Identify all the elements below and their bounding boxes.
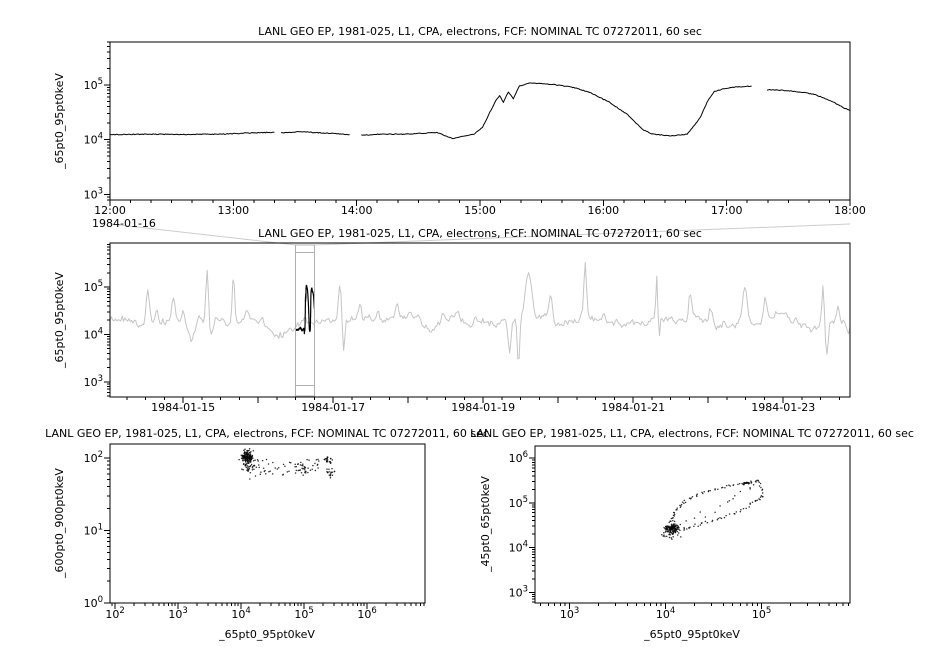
tick-label: 105 xyxy=(509,495,528,510)
x-axis-scatter-600-900-vs-65-95[interactable]: 102 103 104 105 106 xyxy=(105,603,425,621)
y-axis-top-timeseries[interactable]: 103 104 105 xyxy=(84,41,110,202)
top-ylabel: _65pt0_95pt0keV xyxy=(53,73,66,170)
tick-label: 15:00 xyxy=(464,204,496,217)
tick-label: 1984-01-15 xyxy=(151,401,215,414)
tick-label: 100 xyxy=(84,595,103,610)
panel-top-timeseries: 12:00 13:00 14:00 15:00 16:00 17:00 18:0010310… xyxy=(84,41,866,217)
x-axis-top-timeseries[interactable]: 12:00 13:00 14:00 15:00 16:00 17:00 18:00 xyxy=(94,200,866,217)
plot-area-top-timeseries[interactable] xyxy=(110,42,850,200)
plot-area-scatter-45-65-vs-65-95[interactable] xyxy=(535,446,850,603)
series-scatter-600-900-vs-65-95 xyxy=(238,448,336,480)
tick-label: 101 xyxy=(84,522,103,537)
tick-label: 1984-01-21 xyxy=(601,401,665,414)
panel-scatter-600-900-vs-65-95: 102 103 104 105 106 100 101 102 xyxy=(84,443,426,621)
scatter-left-ylabel: _600pt0_900pt0keV xyxy=(53,468,66,579)
panel-scatter-45-65-vs-65-95: 103 104 105 103 104 105 106 xyxy=(509,445,851,621)
tick-label: 104 xyxy=(656,606,675,621)
plot-area-scatter-600-900-vs-65-95[interactable] xyxy=(110,444,425,603)
tick-label: 103 xyxy=(168,606,187,621)
scatter-left-title: LANL GEO EP, 1981-025, L1, CPA, electron… xyxy=(45,427,489,440)
overview-panel-title: LANL GEO EP, 1981-025, L1, CPA, electron… xyxy=(258,227,702,240)
tick-label: 104 xyxy=(84,326,103,341)
tick-label: 102 xyxy=(84,450,103,465)
tick-label: 105 xyxy=(294,606,313,621)
panel-overview-timeseries: 1984-01-15 1984-01-17 1984-01-19 1984-01-21… xyxy=(84,242,851,414)
tick-label: 104 xyxy=(231,606,250,621)
y-axis-overview-timeseries[interactable]: 103 104 105 xyxy=(84,243,110,397)
tick-label: 104 xyxy=(84,132,103,147)
scatter-right-ylabel: _45pt0_65pt0keV xyxy=(479,476,492,573)
tick-label: 14:00 xyxy=(341,204,373,217)
tick-label: 106 xyxy=(509,450,528,465)
tick-label: 13:00 xyxy=(217,204,249,217)
overview-ylabel: _65pt0_95pt0keV xyxy=(53,272,66,369)
tick-label: 106 xyxy=(357,606,376,621)
scatter-right-xlabel: _65pt0_95pt0keV xyxy=(643,628,740,641)
scatter-right-title: LANL GEO EP, 1981-025, L1, CPA, electron… xyxy=(470,427,914,440)
top-date-label: 1984-01-16 xyxy=(92,217,156,230)
tick-label: 16:00 xyxy=(587,204,619,217)
x-axis-scatter-45-65-vs-65-95[interactable]: 103 104 105 xyxy=(540,603,849,621)
selection-box[interactable] xyxy=(295,244,315,397)
tick-label: 1984-01-17 xyxy=(301,401,365,414)
top-panel-title: LANL GEO EP, 1981-025, L1, CPA, electron… xyxy=(258,25,702,38)
plot-area-overview-timeseries[interactable] xyxy=(110,243,850,397)
y-axis-scatter-45-65-vs-65-95[interactable]: 103 104 105 106 xyxy=(509,450,535,603)
tick-label: 103 xyxy=(509,584,528,599)
tick-label: 103 xyxy=(84,187,103,202)
tick-label: 18:00 xyxy=(834,204,866,217)
tick-label: 12:00 xyxy=(94,204,126,217)
tick-label: 103 xyxy=(84,374,103,389)
series-scatter-45-65-vs-65-95 xyxy=(661,479,764,540)
tick-label: 105 xyxy=(84,77,103,92)
tick-label: 102 xyxy=(105,606,124,621)
tick-label: 17:00 xyxy=(711,204,743,217)
tick-label: 105 xyxy=(752,606,771,621)
series-top-timeseries xyxy=(109,82,851,140)
tick-label: 1984-01-23 xyxy=(751,401,815,414)
y-axis-scatter-600-900-vs-65-95[interactable]: 100 101 102 xyxy=(84,450,110,610)
x-axis-overview-timeseries[interactable]: 1984-01-15 1984-01-17 1984-01-19 1984-01-21… xyxy=(126,397,840,414)
scatter-left-xlabel: _65pt0_95pt0keV xyxy=(218,628,315,641)
tick-label: 103 xyxy=(560,606,579,621)
tick-label: 1984-01-19 xyxy=(451,401,515,414)
tick-label: 105 xyxy=(84,279,103,294)
series-overview-timeseries xyxy=(109,261,851,360)
context-connector-lines xyxy=(109,223,851,246)
tick-label: 104 xyxy=(509,540,528,555)
